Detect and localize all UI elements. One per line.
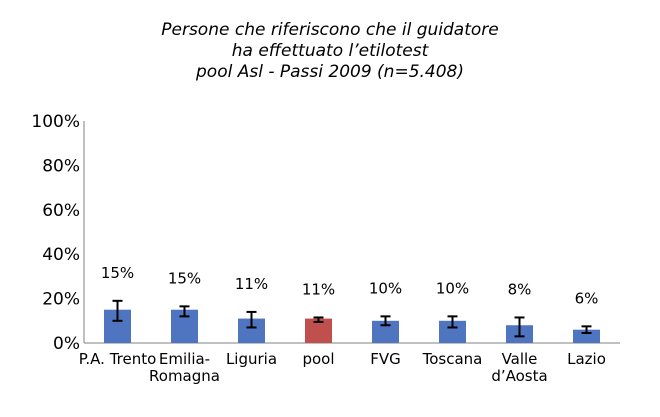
bars [104, 309, 600, 343]
chart-title: Persone che riferiscono che il guidatore… [0, 20, 660, 83]
y-tick-label: 0% [53, 334, 80, 354]
chart-title-line-1: Persone che riferiscono che il guidatore [161, 20, 499, 40]
y-tick-label: 20% [42, 290, 80, 310]
y-tick-labels: 0% 20% 40% 60% 80% 100% [31, 112, 80, 354]
category-label-line: Emilia- [159, 350, 210, 368]
data-label: 10% [369, 279, 402, 297]
category-label-line: FVG [370, 350, 401, 368]
bar [573, 329, 600, 343]
data-label: 11% [235, 275, 268, 293]
category-label: Toscana [422, 350, 483, 368]
data-labels: 15% 15% 11% 11% 10% 10% 8% 6% [101, 264, 599, 308]
category-label: Valle d’Aosta [491, 350, 547, 385]
y-tick-label: 40% [42, 245, 80, 265]
category-label: Liguria [226, 350, 277, 368]
data-label: 11% [302, 280, 335, 298]
category-label-line: Valle [502, 350, 538, 368]
data-label: 15% [101, 264, 134, 282]
bar [372, 320, 399, 343]
data-label: 6% [575, 289, 599, 307]
category-label-line: pool [302, 350, 334, 368]
bar [439, 320, 466, 343]
category-label-line: P.A. Trento [79, 350, 157, 368]
data-label: 10% [436, 279, 469, 297]
data-label: 8% [508, 280, 532, 298]
error-bars [112, 299, 592, 338]
chart-title-line-2: ha effettuato l’etilotest [231, 41, 429, 61]
category-label: Emilia-Romagna [149, 350, 220, 385]
category-label: P.A. Trento [79, 350, 157, 368]
category-labels: P.A. Trento Emilia-Romagna Liguria pool FVG T… [79, 350, 606, 385]
category-label-line: d’Aosta [491, 367, 547, 385]
category-label-line: Romagna [149, 367, 220, 385]
y-tick-label: 100% [31, 112, 80, 132]
category-label: pool [302, 350, 334, 368]
data-label: 15% [168, 269, 201, 287]
category-label-line: Lazio [567, 350, 606, 368]
y-tick-label: 60% [42, 201, 80, 221]
category-label: FVG [370, 350, 401, 368]
category-label: Lazio [567, 350, 606, 368]
chart-title-line-3: pool Asl - Passi 2009 (n=5.408) [196, 62, 464, 82]
category-label-line: Liguria [226, 350, 277, 368]
y-tick-label: 80% [42, 156, 80, 176]
category-label-line: Toscana [422, 350, 483, 368]
